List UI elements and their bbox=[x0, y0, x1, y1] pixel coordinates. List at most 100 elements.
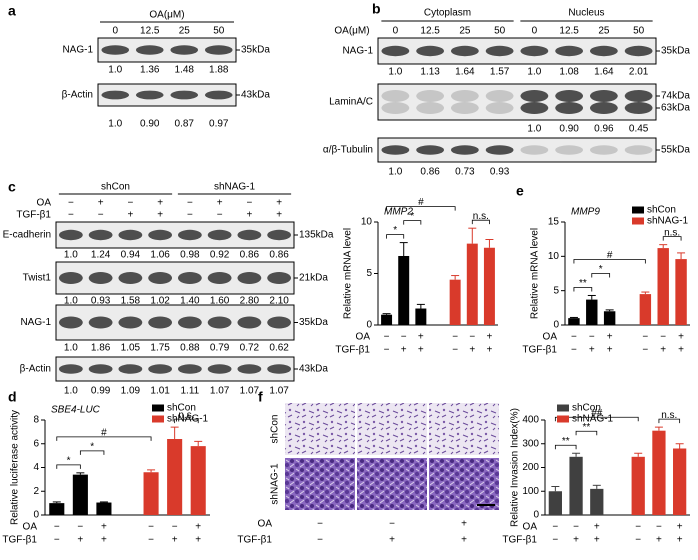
band bbox=[267, 229, 292, 241]
condition-label: TGF-β1 bbox=[237, 535, 272, 546]
band bbox=[237, 229, 262, 241]
protein-label: LaminA/C bbox=[329, 97, 373, 108]
protein-label: β-Actin bbox=[62, 90, 93, 101]
condition-mark: − bbox=[217, 210, 223, 221]
fraction-label: Nucleus bbox=[568, 8, 604, 19]
quantification: 1.0 bbox=[388, 67, 402, 78]
panel-label: b bbox=[372, 1, 381, 17]
lane-label: 0 bbox=[532, 26, 538, 37]
band bbox=[177, 272, 202, 284]
significance-bracket bbox=[554, 416, 639, 422]
quantification: 1.0 bbox=[64, 296, 78, 307]
band bbox=[118, 272, 143, 284]
quantification: 1.36 bbox=[140, 65, 160, 76]
bar bbox=[483, 247, 495, 325]
condition-mark: − bbox=[469, 332, 475, 343]
band bbox=[88, 364, 113, 374]
condition-mark: − bbox=[642, 345, 648, 356]
panel-label: d bbox=[8, 389, 17, 405]
band bbox=[520, 145, 549, 155]
condition-mark: + bbox=[656, 535, 662, 546]
legend-swatch bbox=[152, 415, 164, 423]
band bbox=[520, 45, 549, 57]
condition-mark: + bbox=[677, 535, 683, 546]
bar bbox=[657, 248, 669, 325]
band bbox=[170, 90, 199, 100]
condition-mark: − bbox=[635, 535, 641, 546]
band bbox=[416, 45, 445, 57]
band bbox=[135, 45, 164, 55]
condition-mark: − bbox=[660, 332, 666, 343]
bar bbox=[381, 314, 393, 325]
band bbox=[237, 364, 262, 374]
condition-label: TGF-β1 bbox=[2, 535, 37, 546]
condition-label: OA bbox=[543, 332, 558, 343]
band bbox=[207, 272, 232, 284]
condition-mark: + bbox=[589, 345, 595, 356]
y-tick-label: 10 bbox=[548, 251, 560, 262]
condition-mark: + bbox=[678, 345, 684, 356]
chart-title: MMP2 bbox=[384, 207, 413, 218]
quantification: 0.90 bbox=[559, 124, 579, 135]
condition-mark: + bbox=[157, 210, 163, 221]
quantification: 2.10 bbox=[269, 296, 289, 307]
quantification: 1.09 bbox=[121, 386, 141, 397]
y-tick-label: 6 bbox=[33, 438, 39, 449]
bar bbox=[569, 456, 583, 515]
condition-mark: − bbox=[452, 332, 458, 343]
band bbox=[416, 102, 445, 114]
quantification: 1.64 bbox=[455, 67, 475, 78]
condition-mark: + bbox=[77, 535, 83, 546]
row-label: shCon bbox=[270, 415, 281, 444]
quantification: 0.79 bbox=[210, 343, 230, 354]
y-tick-label: 0 bbox=[366, 320, 372, 331]
protein-label: NAG-1 bbox=[342, 46, 373, 57]
protein-label: NAG-1 bbox=[62, 45, 93, 56]
significance-bracket bbox=[386, 206, 456, 211]
quantification: 0.97 bbox=[209, 119, 229, 130]
condition-mark: − bbox=[571, 332, 577, 343]
y-tick-label: 400 bbox=[522, 415, 539, 426]
significance-label: * bbox=[90, 441, 94, 452]
quantification: 1.88 bbox=[209, 65, 229, 76]
band bbox=[101, 45, 130, 55]
quantification: 0.86 bbox=[269, 250, 289, 261]
quantification: 1.07 bbox=[240, 386, 260, 397]
significance-label: * bbox=[393, 225, 397, 236]
band bbox=[381, 45, 410, 57]
quantification: 1.64 bbox=[594, 67, 614, 78]
micrograph bbox=[285, 458, 355, 510]
legend-label: shNAG-1 bbox=[167, 414, 209, 425]
band bbox=[624, 145, 653, 155]
band bbox=[148, 229, 173, 241]
quantification: 0.86 bbox=[240, 250, 260, 261]
condition-mark: − bbox=[452, 345, 458, 356]
significance-bracket bbox=[658, 418, 681, 424]
condition-mark: − bbox=[77, 522, 83, 533]
quantification: 1.40 bbox=[180, 296, 200, 307]
band bbox=[135, 90, 164, 100]
quantification: 1.02 bbox=[150, 296, 170, 307]
band bbox=[381, 90, 410, 102]
condition-mark: − bbox=[68, 198, 74, 209]
condition-mark: + bbox=[660, 345, 666, 356]
group-label: shNAG-1 bbox=[214, 182, 256, 193]
panel-label: c bbox=[8, 179, 16, 195]
significance-bracket bbox=[56, 464, 81, 469]
bar bbox=[675, 259, 687, 325]
lane-label: 0 bbox=[393, 26, 399, 37]
condition-mark: + bbox=[217, 198, 223, 209]
condition-mark: + bbox=[401, 345, 407, 356]
bar bbox=[72, 474, 88, 515]
condition-mark: − bbox=[127, 198, 133, 209]
y-tick-label: 5 bbox=[366, 268, 372, 279]
treatment-label: OA(μM) bbox=[149, 10, 184, 21]
bar bbox=[167, 439, 183, 515]
band bbox=[381, 102, 410, 114]
quantification: 0.92 bbox=[210, 250, 230, 261]
band bbox=[207, 316, 232, 329]
condition-mark: − bbox=[384, 332, 390, 343]
quantification: 0.45 bbox=[629, 124, 649, 135]
band bbox=[624, 102, 653, 114]
protein-label: NAG-1 bbox=[20, 317, 51, 328]
